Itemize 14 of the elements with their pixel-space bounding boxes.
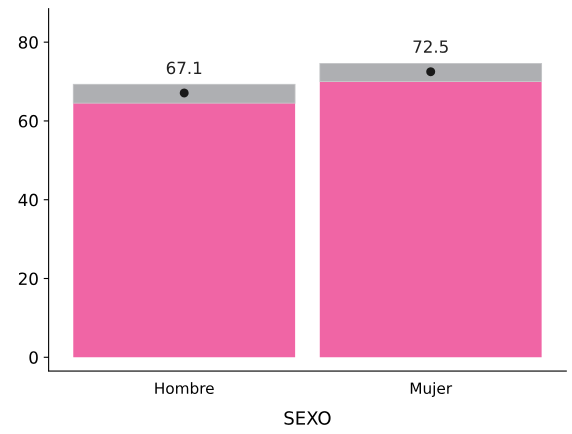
y-tick-label: 80 (18, 36, 38, 49)
x-tick-label: Hombre (155, 382, 214, 394)
y-tick-label: 60 (18, 114, 38, 128)
data-label: 72.5 (414, 40, 448, 53)
y-tick-label: 20 (18, 272, 38, 286)
y-tick-label: 40 (18, 194, 38, 206)
y-tick-label: 0 (29, 351, 38, 364)
bar (320, 82, 542, 358)
x-tick-label: Mujer (410, 382, 452, 397)
x-axis-title: SEXO (284, 411, 331, 425)
bar (73, 103, 296, 358)
bar (72, 84, 296, 104)
data-label: 67.1 (166, 62, 202, 74)
bar (319, 63, 542, 82)
